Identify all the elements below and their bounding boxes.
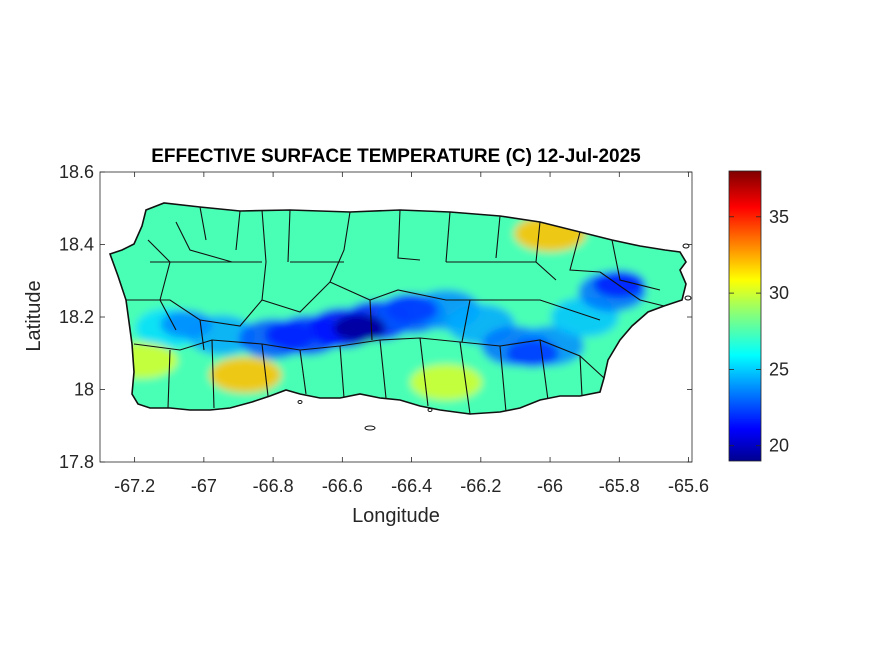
y-tick-label: 18.2 <box>59 307 94 327</box>
colorbar-ticks: 20 25 30 35 <box>729 207 789 456</box>
municipality-boundary <box>579 355 583 397</box>
x-tick-label: -66.8 <box>253 476 294 496</box>
y-tick-label: 18.6 <box>59 162 94 182</box>
x-axis-ticks: -67.2 -67 -66.8 -66.6 -66.4 -66.2 -66 -65.8 -65.… <box>114 172 709 496</box>
colorbar-tick-label: 20 <box>769 436 789 456</box>
x-tick-label: -65.8 <box>599 476 640 496</box>
map-title: EFFECTIVE SURFACE TEMPERATURE (C) 12-Jul… <box>151 146 641 167</box>
x-tick-label: -66.2 <box>460 476 501 496</box>
municipality-boundary <box>211 339 215 409</box>
municipality-boundary <box>379 339 387 399</box>
x-tick-label: -65.6 <box>668 476 709 496</box>
x-axis-label: Longitude <box>352 505 440 527</box>
islet <box>364 425 376 431</box>
municipality-boundary <box>461 299 471 343</box>
municipality-boundary <box>199 206 207 241</box>
municipality-boundary <box>445 211 451 263</box>
municipality-boundary <box>369 299 373 341</box>
islet <box>297 400 303 404</box>
municipality-boundary <box>599 271 665 307</box>
y-axis-ticks: 17.8 18 18.2 18.4 18.6 <box>59 162 692 472</box>
municipality-boundary <box>235 210 241 251</box>
y-tick-label: 18 <box>74 380 94 400</box>
colorbar-tick-label: 25 <box>769 359 789 379</box>
municipality-boundaries <box>126 206 665 414</box>
municipality-boundary <box>167 349 171 409</box>
colorbar-gradient <box>728 170 762 462</box>
municipality-boundary <box>199 319 205 351</box>
municipality-boundary <box>397 209 421 261</box>
islet <box>682 243 690 249</box>
colorbar: 20 25 30 35 <box>728 170 789 462</box>
y-tick-label: 17.8 <box>59 452 94 472</box>
x-tick-label: -66.4 <box>391 476 432 496</box>
municipality-boundary <box>175 221 262 263</box>
municipality-boundary <box>261 343 269 397</box>
islet <box>427 408 433 412</box>
municipality-boundary <box>539 339 549 401</box>
offshore-islets <box>297 243 692 431</box>
municipality-boundary <box>287 209 291 263</box>
x-tick-label: -66.6 <box>322 476 363 496</box>
municipality-boundary <box>147 239 177 331</box>
x-tick-label: -67 <box>191 476 217 496</box>
municipality-boundary <box>499 345 507 413</box>
map-axes: -67.2 -67 -66.8 -66.6 -66.4 -66.2 -66 -65.8 -65.… <box>59 162 709 496</box>
municipality-boundary <box>299 349 307 395</box>
x-tick-label: -66 <box>537 476 563 496</box>
y-tick-label: 18.4 <box>59 235 94 255</box>
islet <box>684 295 692 301</box>
coastline <box>108 202 687 415</box>
municipality-boundary <box>339 345 345 399</box>
municipality-boundary <box>329 211 351 283</box>
municipality-boundary <box>495 215 501 259</box>
y-axis-label: Latitude <box>23 280 45 351</box>
municipality-boundary <box>611 239 661 291</box>
colorbar-tick-label: 35 <box>769 207 789 227</box>
municipality-boundary <box>261 209 267 301</box>
municipality-boundary <box>459 341 471 414</box>
colorbar-tick-label: 30 <box>769 283 789 303</box>
municipality-boundary <box>569 231 601 273</box>
x-tick-label: -67.2 <box>114 476 155 496</box>
municipality-boundary <box>419 337 429 407</box>
